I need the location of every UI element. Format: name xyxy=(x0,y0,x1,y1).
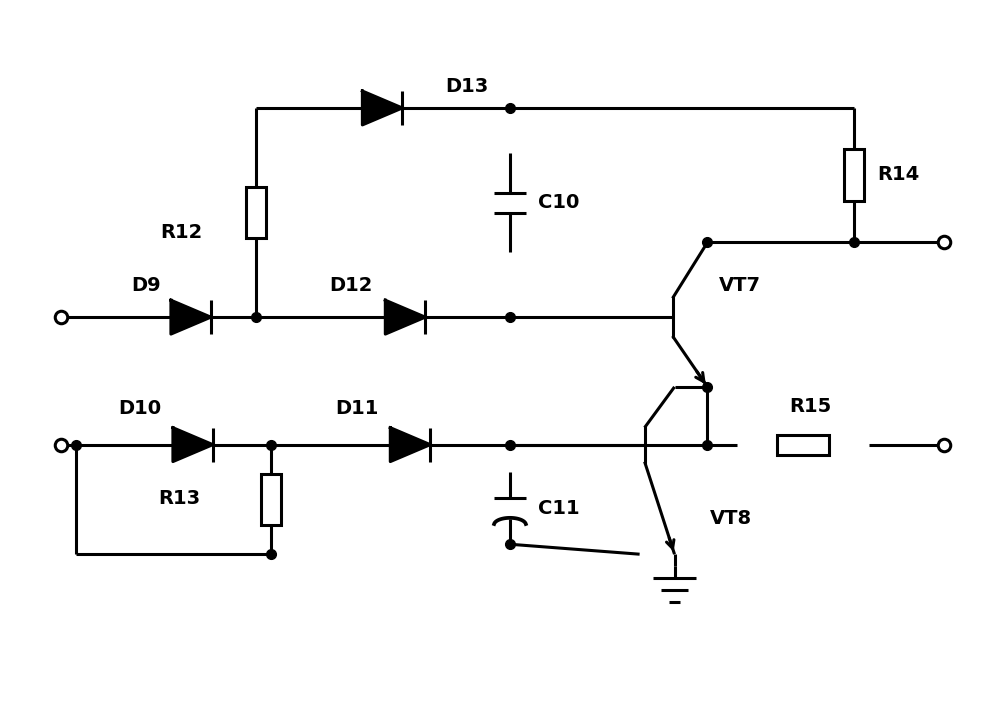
Text: VT8: VT8 xyxy=(709,509,752,528)
Polygon shape xyxy=(362,91,402,125)
Text: VT7: VT7 xyxy=(719,276,761,295)
Polygon shape xyxy=(171,300,211,334)
Text: R13: R13 xyxy=(159,489,201,508)
Text: D12: D12 xyxy=(329,276,372,295)
Text: R12: R12 xyxy=(161,223,203,242)
Polygon shape xyxy=(390,428,430,462)
Text: R15: R15 xyxy=(789,397,831,416)
Text: D13: D13 xyxy=(445,76,488,95)
Text: D11: D11 xyxy=(335,399,378,419)
Text: C10: C10 xyxy=(538,193,579,212)
Text: D9: D9 xyxy=(131,276,161,295)
Text: R14: R14 xyxy=(877,165,919,185)
Text: C11: C11 xyxy=(538,499,580,518)
Polygon shape xyxy=(173,428,213,462)
Bar xyxy=(777,435,829,455)
Polygon shape xyxy=(385,300,425,334)
Bar xyxy=(844,149,864,201)
Bar xyxy=(246,187,266,238)
Bar xyxy=(261,474,281,525)
Text: D10: D10 xyxy=(118,399,161,419)
